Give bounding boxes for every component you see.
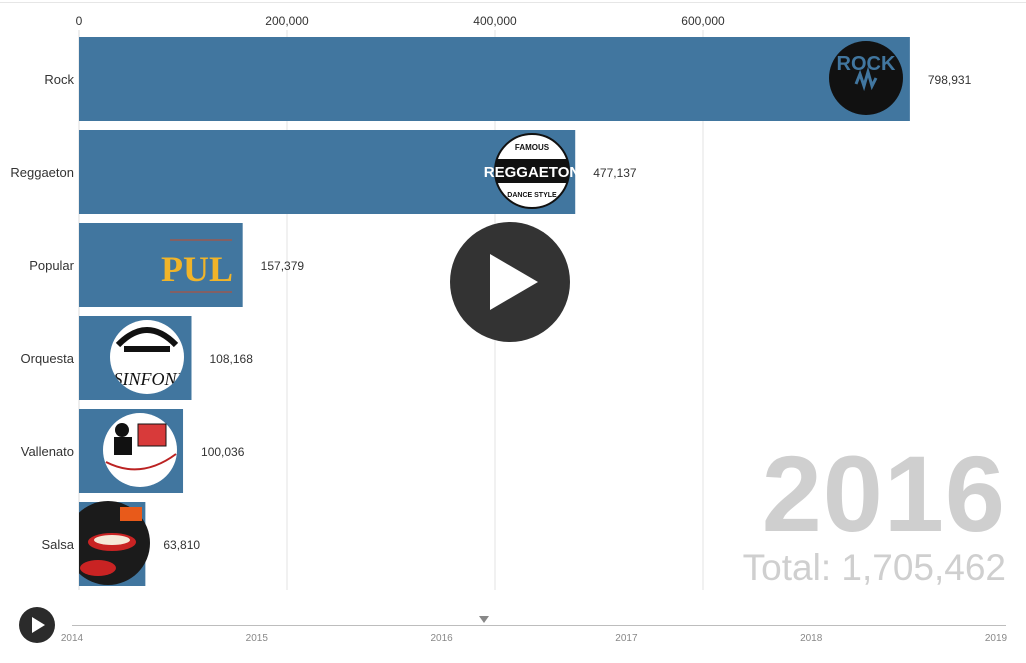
x-tick-label: 400,000 (473, 14, 517, 28)
x-axis-ticks: 0 200,000 400,000 600,000 (76, 14, 725, 28)
value-label: 63,810 (163, 538, 200, 552)
value-label: 157,379 (261, 259, 305, 273)
category-label: Rock (44, 72, 74, 87)
x-tick-label: 200,000 (265, 14, 309, 28)
bars: Rock 798,931 Reggaeton 477,137 Popular 157,37… (10, 37, 972, 586)
bar-group: Rock 798,931 (44, 37, 972, 121)
timeline-year-label: 2018 (800, 633, 823, 644)
big-play-button[interactable] (450, 222, 570, 342)
value-label: 798,931 (928, 73, 972, 87)
vallenato-logo-icon (103, 413, 177, 487)
timeline-play-button[interactable] (19, 607, 55, 643)
timeline-year-label: 2019 (984, 633, 1008, 644)
x-tick-label: 0 (76, 14, 83, 28)
reggaeton-logo-top: FAMOUS (515, 143, 550, 152)
reggaeton-logo-text: REGGAETON (484, 164, 580, 181)
timeline-year-label: 2015 (245, 633, 268, 644)
timeline-year-label: 2017 (615, 633, 638, 644)
bar (79, 37, 910, 121)
reggaeton-logo-bottom: DANCE STYLE (507, 192, 557, 199)
bar (79, 130, 576, 214)
category-label: Popular (29, 258, 74, 273)
bar-group: Reggaeton 477,137 (10, 130, 637, 214)
value-label: 477,137 (593, 166, 637, 180)
timeline-track[interactable] (72, 625, 1006, 626)
genre-logos: ROCK REGGAETON FAMOUS DANCE STYLE PUL SINFONI (79, 41, 903, 585)
value-label: 100,036 (201, 445, 245, 459)
value-label: 108,168 (209, 352, 253, 366)
rock-logo-icon: ROCK (829, 41, 903, 115)
timeline-year-label: 2016 (430, 633, 453, 644)
bar (79, 223, 243, 307)
popular-logo-text: PUL (161, 249, 233, 289)
orquesta-logo-icon: SINFONI (110, 320, 184, 394)
category-label: Reggaeton (10, 165, 74, 180)
bar-group: Popular 157,379 (29, 223, 304, 307)
salsa-logo-icon (79, 501, 150, 585)
bar-chart-race: 0 200,000 400,000 600,000 Rock 798,931 Reggae… (10, 14, 972, 590)
category-label: Salsa (41, 537, 74, 552)
rock-logo-text: ROCK (837, 53, 896, 75)
current-year-label: 2016 (761, 433, 1006, 554)
reggaeton-logo-icon: REGGAETON FAMOUS DANCE STYLE (484, 133, 580, 209)
x-tick-label: 600,000 (681, 14, 725, 28)
play-icon (490, 254, 538, 310)
gridlines (78, 30, 704, 590)
timeline-handle[interactable] (479, 616, 490, 623)
play-icon (32, 617, 45, 633)
orquesta-logo-text: SINFONI (114, 369, 184, 389)
top-rule (0, 2, 1026, 3)
total-label: Total: 1,705,462 (742, 547, 1006, 588)
category-label: Vallenato (21, 444, 74, 459)
popular-logo-icon: PUL (161, 239, 233, 293)
timeline-year-label: 2014 (60, 633, 84, 644)
category-label: Orquesta (21, 351, 75, 366)
